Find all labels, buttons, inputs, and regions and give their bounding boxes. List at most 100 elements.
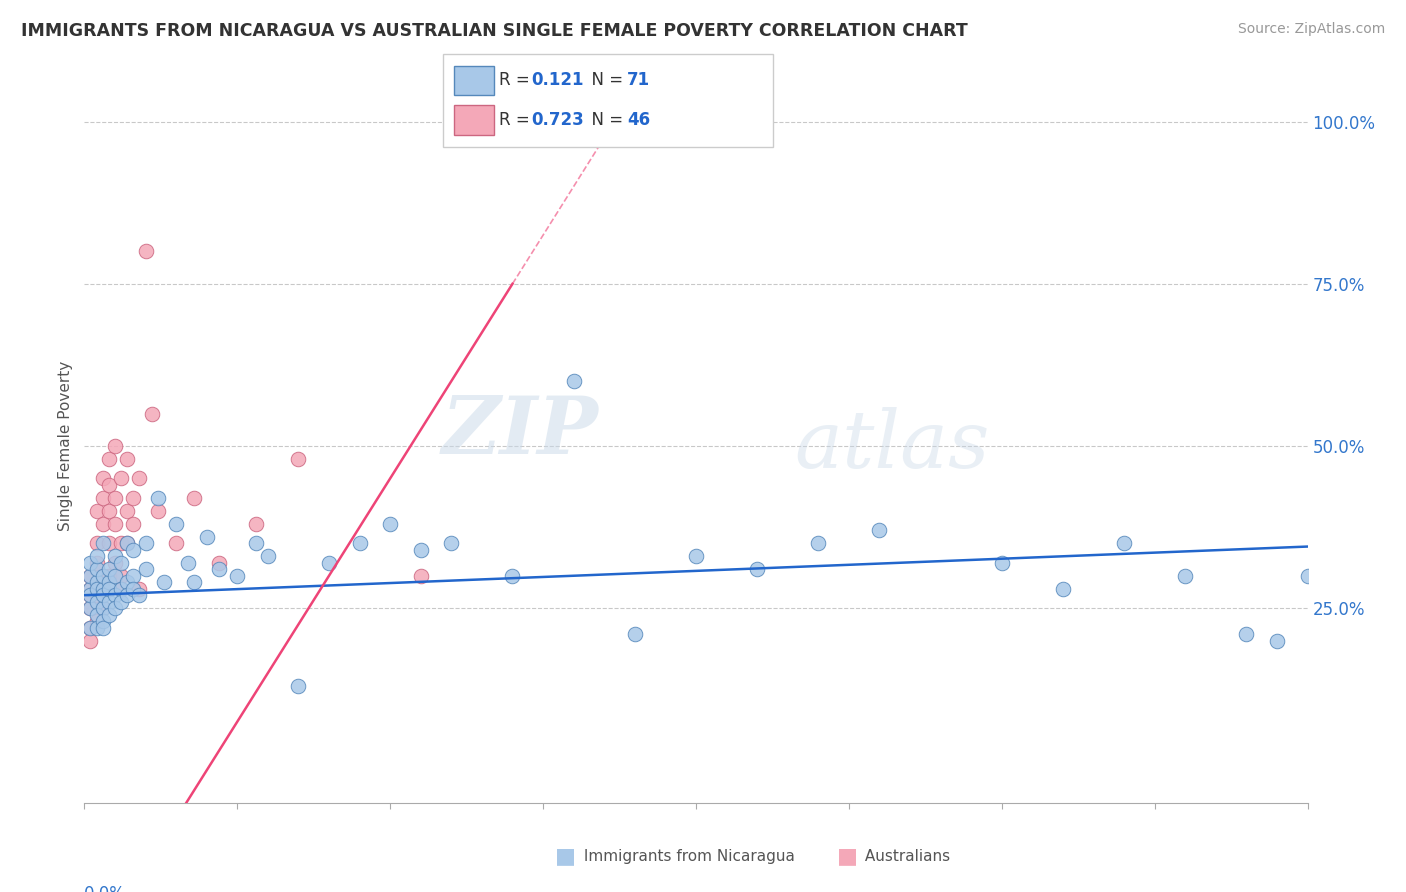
Point xyxy=(128,471,150,485)
Text: Immigrants from Nicaragua: Immigrants from Nicaragua xyxy=(579,849,796,863)
Text: 46: 46 xyxy=(627,111,650,128)
Point xyxy=(91,536,114,550)
Point xyxy=(91,568,114,582)
Point xyxy=(1265,633,1288,648)
Point xyxy=(165,536,187,550)
Text: 71: 71 xyxy=(627,71,650,89)
Point xyxy=(110,582,132,596)
Point xyxy=(91,491,114,505)
Point xyxy=(153,575,176,590)
Text: atlas: atlas xyxy=(794,408,990,484)
Point xyxy=(195,530,218,544)
Point xyxy=(141,407,163,421)
Point xyxy=(97,568,120,582)
Point xyxy=(97,562,120,576)
Point xyxy=(245,516,267,531)
Text: N =: N = xyxy=(581,111,628,128)
Point xyxy=(79,633,101,648)
Point xyxy=(104,568,127,582)
Point xyxy=(122,582,145,596)
Point xyxy=(104,556,127,570)
Point xyxy=(97,607,120,622)
Point xyxy=(86,607,108,622)
Point xyxy=(1296,568,1319,582)
Point xyxy=(97,582,120,596)
Point xyxy=(409,542,432,557)
Point xyxy=(104,491,127,505)
Point xyxy=(146,504,169,518)
Point xyxy=(1174,568,1197,582)
Text: R =: R = xyxy=(499,71,536,89)
Point xyxy=(1052,582,1074,596)
Point xyxy=(91,601,114,615)
Point xyxy=(97,504,120,518)
Point xyxy=(183,491,205,505)
Point xyxy=(122,568,145,582)
Y-axis label: Single Female Poverty: Single Female Poverty xyxy=(58,361,73,531)
Point xyxy=(104,516,127,531)
Point xyxy=(502,568,524,582)
Point xyxy=(115,504,138,518)
Point xyxy=(79,621,101,635)
Text: IMMIGRANTS FROM NICARAGUA VS AUSTRALIAN SINGLE FEMALE POVERTY CORRELATION CHART: IMMIGRANTS FROM NICARAGUA VS AUSTRALIAN … xyxy=(21,22,967,40)
Point xyxy=(91,568,114,582)
Point xyxy=(79,582,101,596)
Point xyxy=(115,536,138,550)
Point xyxy=(86,504,108,518)
Point xyxy=(115,452,138,467)
Point xyxy=(128,588,150,602)
Point xyxy=(183,575,205,590)
Point xyxy=(110,582,132,596)
Point xyxy=(86,575,108,590)
Point xyxy=(91,582,114,596)
Point xyxy=(349,536,371,550)
Point xyxy=(257,549,280,564)
Point xyxy=(110,471,132,485)
Point xyxy=(91,588,114,602)
Point xyxy=(115,588,138,602)
Text: R =: R = xyxy=(499,111,536,128)
Point xyxy=(122,516,145,531)
Point xyxy=(122,491,145,505)
Point xyxy=(122,542,145,557)
Point xyxy=(110,595,132,609)
Text: 0.0%: 0.0% xyxy=(84,885,127,892)
Point xyxy=(97,452,120,467)
Point xyxy=(91,601,114,615)
Point xyxy=(562,374,585,388)
Point xyxy=(104,601,127,615)
Point xyxy=(165,516,187,531)
Point xyxy=(79,568,101,582)
Point xyxy=(226,568,249,582)
Point xyxy=(79,601,101,615)
Point xyxy=(807,536,830,550)
Point xyxy=(115,536,138,550)
Point xyxy=(97,575,120,590)
Point xyxy=(128,582,150,596)
Text: 0.121: 0.121 xyxy=(531,71,583,89)
Point xyxy=(380,516,402,531)
Point xyxy=(91,614,114,628)
Point xyxy=(91,471,114,485)
Point xyxy=(97,478,120,492)
Point xyxy=(86,556,108,570)
Point xyxy=(135,562,157,576)
Point xyxy=(79,556,101,570)
Point xyxy=(104,549,127,564)
Point xyxy=(86,595,108,609)
Point xyxy=(79,588,101,602)
Point xyxy=(869,524,891,538)
Point xyxy=(245,536,267,550)
Point xyxy=(86,536,108,550)
Point xyxy=(135,244,157,259)
Point xyxy=(79,588,101,602)
Point xyxy=(91,621,114,635)
Text: ■: ■ xyxy=(837,847,858,866)
Point xyxy=(135,536,157,550)
Point xyxy=(104,588,127,602)
Point xyxy=(1236,627,1258,641)
Point xyxy=(91,582,114,596)
Point xyxy=(747,562,769,576)
Point xyxy=(208,556,231,570)
Point xyxy=(79,621,101,635)
